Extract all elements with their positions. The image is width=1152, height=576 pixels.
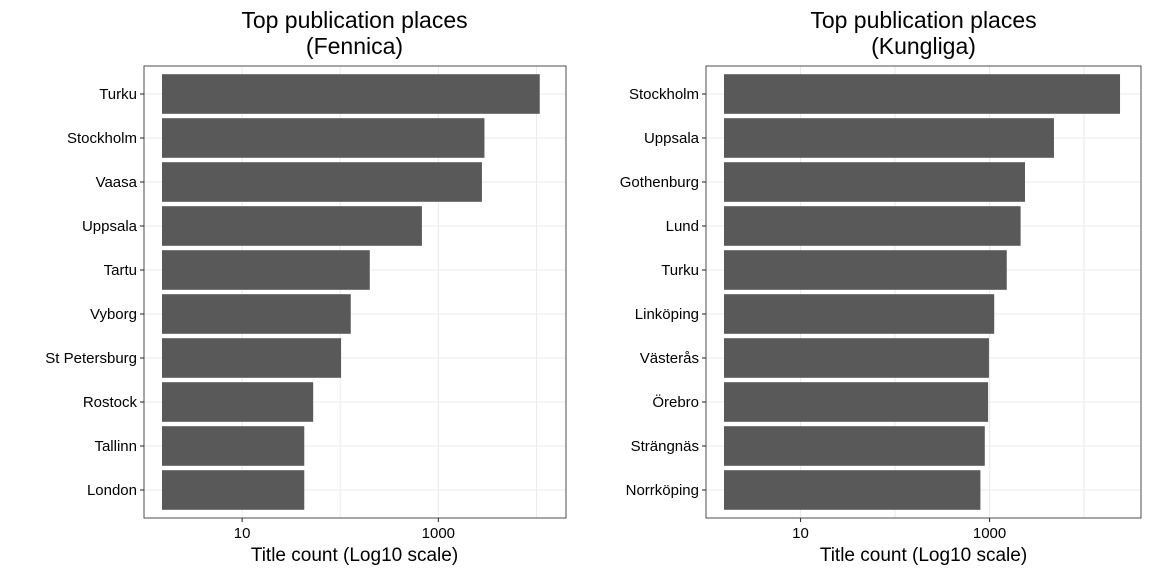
kungliga-plot-border <box>705 65 1142 519</box>
kungliga-bar <box>724 338 989 378</box>
fennica-panel: Top publication places (Fennica) Turku St… <box>45 7 567 566</box>
kungliga-y-tick-label: Västerås <box>640 350 699 367</box>
fennica-bar <box>162 338 342 378</box>
fennica-y-tick-label: Stockholm <box>67 130 137 147</box>
kungliga-bar <box>724 470 981 510</box>
kungliga-y-tick-label: Uppsala <box>644 130 700 147</box>
fennica-bar <box>162 162 482 202</box>
fennica-y-tick-label: Tartu <box>104 262 137 279</box>
fennica-bar <box>162 206 422 246</box>
fennica-x-tick-label: 1000 <box>422 525 455 542</box>
fennica-bar <box>162 470 305 510</box>
kungliga-bar <box>724 162 1025 202</box>
fennica-y-tick-label: Vaasa <box>96 174 138 191</box>
fennica-bar <box>162 426 305 466</box>
kungliga-x-axis-label: Title count (Log10 scale) <box>820 545 1027 566</box>
fennica-bar <box>162 74 540 114</box>
fennica-y-tick-label: Tallinn <box>94 438 137 455</box>
fennica-y-tick-label: London <box>87 482 137 499</box>
fennica-bar <box>162 382 314 422</box>
kungliga-bar <box>724 74 1121 114</box>
fennica-chart-subtitle: (Fennica) <box>306 33 403 59</box>
kungliga-bar <box>724 382 989 422</box>
kungliga-chart-subtitle: (Kungliga) <box>871 33 976 59</box>
kungliga-y-tick-label: Örebro <box>652 393 699 411</box>
fennica-y-tick-label: Turku <box>99 86 137 103</box>
fennica-plot-border <box>143 65 567 519</box>
fennica-x-axis-label: Title count (Log10 scale) <box>251 545 458 566</box>
kungliga-bar <box>724 294 995 334</box>
kungliga-bar <box>724 250 1007 290</box>
kungliga-x-tick-label: 10 <box>792 525 809 542</box>
kungliga-y-tick-label: Lund <box>666 218 699 235</box>
kungliga-x-tick-label: 1000 <box>973 525 1006 542</box>
fennica-bar <box>162 294 351 334</box>
kungliga-y-tick-label: Turku <box>661 262 699 279</box>
kungliga-panel: Top publication places (Kungliga) Stockh… <box>620 7 1142 566</box>
kungliga-y-tick-label: Strängnäs <box>631 438 699 455</box>
kungliga-chart-title: Top publication places <box>810 7 1036 33</box>
kungliga-bar <box>724 206 1021 246</box>
kungliga-y-tick-label: Stockholm <box>629 86 699 103</box>
fennica-y-tick-label: Vyborg <box>90 306 137 323</box>
fennica-x-tick-label: 10 <box>234 525 251 542</box>
kungliga-y-tick-label: Gothenburg <box>620 174 699 191</box>
fennica-bar <box>162 118 485 158</box>
fennica-bar <box>162 250 370 290</box>
kungliga-y-tick-label: Linköping <box>635 306 699 323</box>
fennica-y-tick-label: St Petersburg <box>45 350 137 367</box>
kungliga-y-tick-label: Norrköping <box>626 482 699 499</box>
fennica-chart-title: Top publication places <box>241 7 467 33</box>
kungliga-bar <box>724 426 985 466</box>
fennica-y-tick-label: Uppsala <box>82 218 138 235</box>
kungliga-bar <box>724 118 1054 158</box>
fennica-y-tick-label: Rostock <box>83 394 138 411</box>
